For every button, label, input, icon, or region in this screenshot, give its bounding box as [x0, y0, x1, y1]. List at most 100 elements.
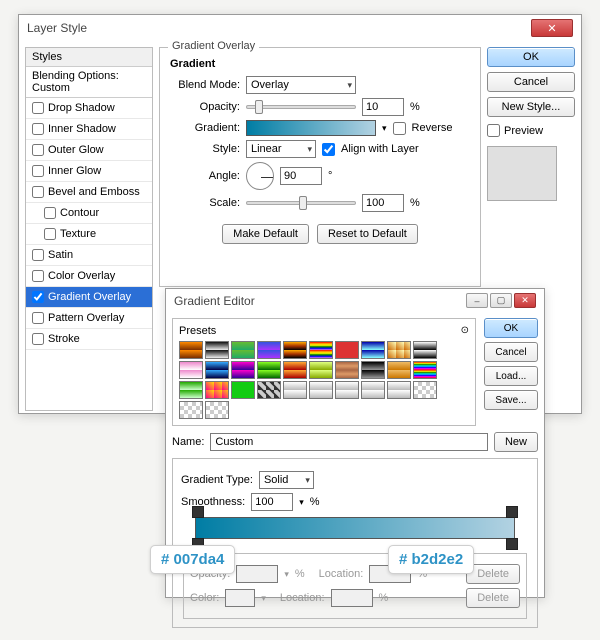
name-label: Name:: [172, 436, 204, 448]
gradient-editor-title: Gradient Editor: [174, 294, 255, 308]
ge-load-button[interactable]: Load...: [484, 366, 538, 386]
preset-swatch[interactable]: [257, 341, 281, 359]
presets-label: Presets: [179, 325, 216, 337]
preview-checkbox[interactable]: [487, 124, 500, 137]
preset-swatch[interactable]: [283, 341, 307, 359]
style-checkbox[interactable]: [32, 123, 44, 135]
style-checkbox[interactable]: [32, 249, 44, 261]
preset-swatch[interactable]: [361, 381, 385, 399]
preset-swatch[interactable]: [231, 341, 255, 359]
preset-swatch[interactable]: [205, 401, 229, 419]
new-button[interactable]: New: [494, 432, 538, 452]
preset-swatch[interactable]: [387, 381, 411, 399]
reset-default-button[interactable]: Reset to Default: [317, 224, 418, 244]
gradtype-select[interactable]: Solid: [259, 471, 314, 489]
preset-swatch[interactable]: [309, 381, 333, 399]
style-item-drop-shadow[interactable]: Drop Shadow: [26, 98, 152, 119]
make-default-button[interactable]: Make Default: [222, 224, 309, 244]
align-checkbox[interactable]: [322, 143, 335, 156]
styles-header[interactable]: Styles: [26, 48, 152, 67]
style-item-outer-glow[interactable]: Outer Glow: [26, 140, 152, 161]
gradtype-label: Gradient Type:: [181, 474, 253, 486]
style-checkbox[interactable]: [32, 165, 44, 177]
preset-swatch[interactable]: [205, 381, 229, 399]
preset-swatch[interactable]: [257, 361, 281, 379]
layer-style-titlebar: Layer Style ✕: [19, 15, 581, 41]
preset-swatch[interactable]: [179, 341, 203, 359]
style-item-stroke[interactable]: Stroke: [26, 329, 152, 350]
close-icon[interactable]: ✕: [531, 19, 573, 37]
preset-swatch[interactable]: [387, 361, 411, 379]
blending-options[interactable]: Blending Options: Custom: [26, 67, 152, 98]
style-item-satin[interactable]: Satin: [26, 245, 152, 266]
angle-value[interactable]: 90: [280, 167, 322, 185]
ok-button[interactable]: OK: [487, 47, 575, 67]
preset-swatch[interactable]: [413, 341, 437, 359]
angle-dial[interactable]: [246, 162, 274, 190]
ge-ok-button[interactable]: OK: [484, 318, 538, 338]
preset-swatch[interactable]: [179, 361, 203, 379]
preset-swatch[interactable]: [179, 401, 203, 419]
scale-slider[interactable]: [246, 201, 356, 205]
style-checkbox[interactable]: [32, 312, 44, 324]
style-item-inner-glow[interactable]: Inner Glow: [26, 161, 152, 182]
style-checkbox[interactable]: [44, 207, 56, 219]
preset-swatch[interactable]: [205, 361, 229, 379]
preset-swatch[interactable]: [361, 341, 385, 359]
gradient-swatch[interactable]: [246, 120, 376, 136]
presets-menu-icon[interactable]: ⊙: [461, 325, 469, 337]
scale-value[interactable]: 100: [362, 194, 404, 212]
style-item-bevel-and-emboss[interactable]: Bevel and Emboss: [26, 182, 152, 203]
preset-swatch[interactable]: [309, 341, 333, 359]
style-item-contour[interactable]: Contour: [26, 203, 152, 224]
preset-swatch[interactable]: [231, 381, 255, 399]
name-input[interactable]: [210, 433, 488, 451]
preset-swatch[interactable]: [335, 341, 359, 359]
reverse-checkbox[interactable]: [393, 122, 406, 135]
ge-cancel-button[interactable]: Cancel: [484, 342, 538, 362]
preset-swatch[interactable]: [335, 381, 359, 399]
style-checkbox[interactable]: [32, 333, 44, 345]
style-checkbox[interactable]: [32, 270, 44, 282]
preset-swatch[interactable]: [205, 341, 229, 359]
style-item-texture[interactable]: Texture: [26, 224, 152, 245]
opacity-slider[interactable]: [246, 105, 356, 109]
gradient-editor-titlebar: Gradient Editor – ▢ ✕: [166, 289, 544, 312]
gradient-strip[interactable]: [195, 517, 515, 539]
style-checkbox[interactable]: [32, 144, 44, 156]
preset-swatch[interactable]: [231, 361, 255, 379]
delete-opstop-button: Delete: [466, 564, 520, 584]
style-item-color-overlay[interactable]: Color Overlay: [26, 266, 152, 287]
style-checkbox[interactable]: [32, 291, 44, 303]
preset-swatch[interactable]: [387, 341, 411, 359]
preset-swatch[interactable]: [283, 381, 307, 399]
preset-swatch[interactable]: [361, 361, 385, 379]
preset-swatch[interactable]: [413, 381, 437, 399]
opacity-value[interactable]: 10: [362, 98, 404, 116]
cancel-button[interactable]: Cancel: [487, 72, 575, 92]
style-item-gradient-overlay[interactable]: Gradient Overlay: [26, 287, 152, 308]
new-style-button[interactable]: New Style...: [487, 97, 575, 117]
style-checkbox[interactable]: [32, 102, 44, 114]
blendmode-select[interactable]: Overlay: [246, 76, 356, 94]
style-checkbox[interactable]: [32, 186, 44, 198]
color-stop-right[interactable]: [506, 538, 518, 550]
maximize-icon[interactable]: ▢: [490, 293, 512, 308]
close-icon[interactable]: ✕: [514, 293, 536, 308]
preset-swatch[interactable]: [257, 381, 281, 399]
preset-swatch[interactable]: [413, 361, 437, 379]
style-select[interactable]: Linear: [246, 140, 316, 158]
preset-swatch[interactable]: [179, 381, 203, 399]
layer-style-title: Layer Style: [27, 21, 87, 35]
style-checkbox[interactable]: [44, 228, 56, 240]
preset-swatch[interactable]: [283, 361, 307, 379]
opacity-stop-left[interactable]: [192, 506, 204, 518]
style-item-pattern-overlay[interactable]: Pattern Overlay: [26, 308, 152, 329]
style-item-inner-shadow[interactable]: Inner Shadow: [26, 119, 152, 140]
ge-save-button[interactable]: Save...: [484, 390, 538, 410]
smoothness-value[interactable]: 100: [251, 493, 293, 511]
opacity-stop-right[interactable]: [506, 506, 518, 518]
minimize-icon[interactable]: –: [466, 293, 488, 308]
preset-swatch[interactable]: [335, 361, 359, 379]
preset-swatch[interactable]: [309, 361, 333, 379]
